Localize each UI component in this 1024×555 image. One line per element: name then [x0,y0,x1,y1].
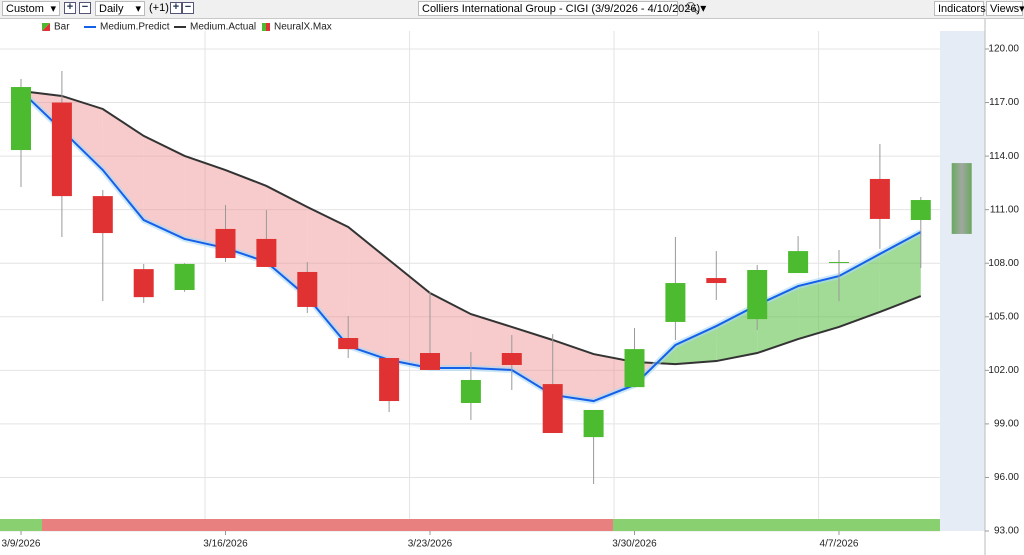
y-tick-label: 114.00 [989,151,1019,162]
spread-fill [716,304,758,362]
chart: Bar Medium.Predict Medium.Actual NeuralX.Ma… [0,19,1020,555]
views-text: Views [990,3,1020,15]
y-tick-label: 102.00 [988,365,1019,376]
candle-body [460,379,481,404]
toolbar: Custom ▾ + − Daily ▾ (+1) + − Colliers Int… [0,0,1024,19]
legend-label: Bar [54,22,70,33]
signal-strip [0,519,42,531]
legend-swatch [262,23,266,31]
candle-body [215,228,236,259]
candle-body [706,278,727,284]
candle-body [51,102,72,197]
spread-fill [470,314,512,370]
spread-fill [102,108,144,221]
spread-fill [511,326,553,395]
spread-fill [675,326,717,365]
candle-body [665,283,686,322]
y-tick-label: 120.00 [988,44,1019,55]
spread-fill [389,260,430,369]
candle-body [583,409,604,438]
legend-swatch [42,23,50,31]
zoom-in[interactable]: + [64,2,76,14]
x-tick-label: 4/7/2026 [820,539,859,550]
y-tick-label: 99.00 [994,419,1019,430]
legend-label: Medium.Predict [100,22,170,33]
candle-body [256,238,277,267]
views-button[interactable]: Views▾ [986,1,1024,16]
x-tick-label: 3/30/2026 [612,539,657,550]
range-select[interactable]: Custom ▾ [2,1,60,16]
candle-body [542,384,563,433]
indicators-text: Indicators [938,3,986,15]
y-tick-label: 105.00 [988,311,1019,322]
symbol-title[interactable]: Colliers International Group - CIGI (3/9… [418,1,700,16]
spread-fill [430,293,471,369]
candle-body [297,271,318,307]
indicators-button[interactable]: Indicators▾ [934,1,991,16]
series-line [20,89,922,366]
y-tick-label: 108.00 [988,258,1019,269]
spread-fill [798,276,839,340]
legend: Bar Medium.Predict Medium.Actual NeuralX.Ma… [42,22,332,33]
signal-strip [42,519,613,531]
interval-select[interactable]: Daily ▾ [95,1,145,16]
offset-text: (+1) [149,2,169,14]
spread-fill [143,135,185,239]
legend-swatch [266,23,270,31]
spread-fill [225,170,267,262]
range-text: Custom [6,3,44,15]
candle-body [133,269,154,298]
candle-body [92,196,113,234]
spread-fill [879,231,921,312]
candle-body [869,178,890,219]
candle-body [788,251,809,274]
y-tick-label: 96.00 [994,472,1019,483]
candle-body [501,353,522,365]
candle-body [11,87,31,151]
interval-text: Daily [99,3,124,15]
search-icon[interactable]: 🔍︎▾ [685,1,707,15]
candle-body [420,353,440,370]
signal-strip [613,519,940,531]
candle-body [910,200,931,221]
spread-fill [184,155,226,249]
spread-fill [61,95,103,171]
y-tick-label: 111.00 [990,204,1020,215]
candle-body [829,261,849,263]
x-tick-label: 3/16/2026 [203,539,248,550]
spread-fill [307,206,349,347]
candle-body [379,358,400,402]
offset-minus[interactable]: − [182,2,194,14]
candle-body [624,349,645,388]
spread-fill [552,339,594,402]
forecast-zone [940,31,985,531]
x-tick-label: 3/23/2026 [408,539,453,550]
candle-body [747,270,768,320]
candle-body [338,338,359,350]
legend-label: Medium.Actual [190,22,256,33]
x-tick-label: 3/9/2026 [2,539,41,550]
offset-plus[interactable]: + [170,2,182,14]
spread-fill [348,226,390,360]
zoom-out[interactable]: − [79,2,91,14]
legend-label: NeuralX.Max [274,22,332,33]
candle-body [174,263,195,290]
spread-fill [593,354,635,402]
forecast-bar [951,163,972,234]
y-tick-label: 117.00 [989,97,1019,108]
y-tick-label: 93.00 [994,526,1019,537]
